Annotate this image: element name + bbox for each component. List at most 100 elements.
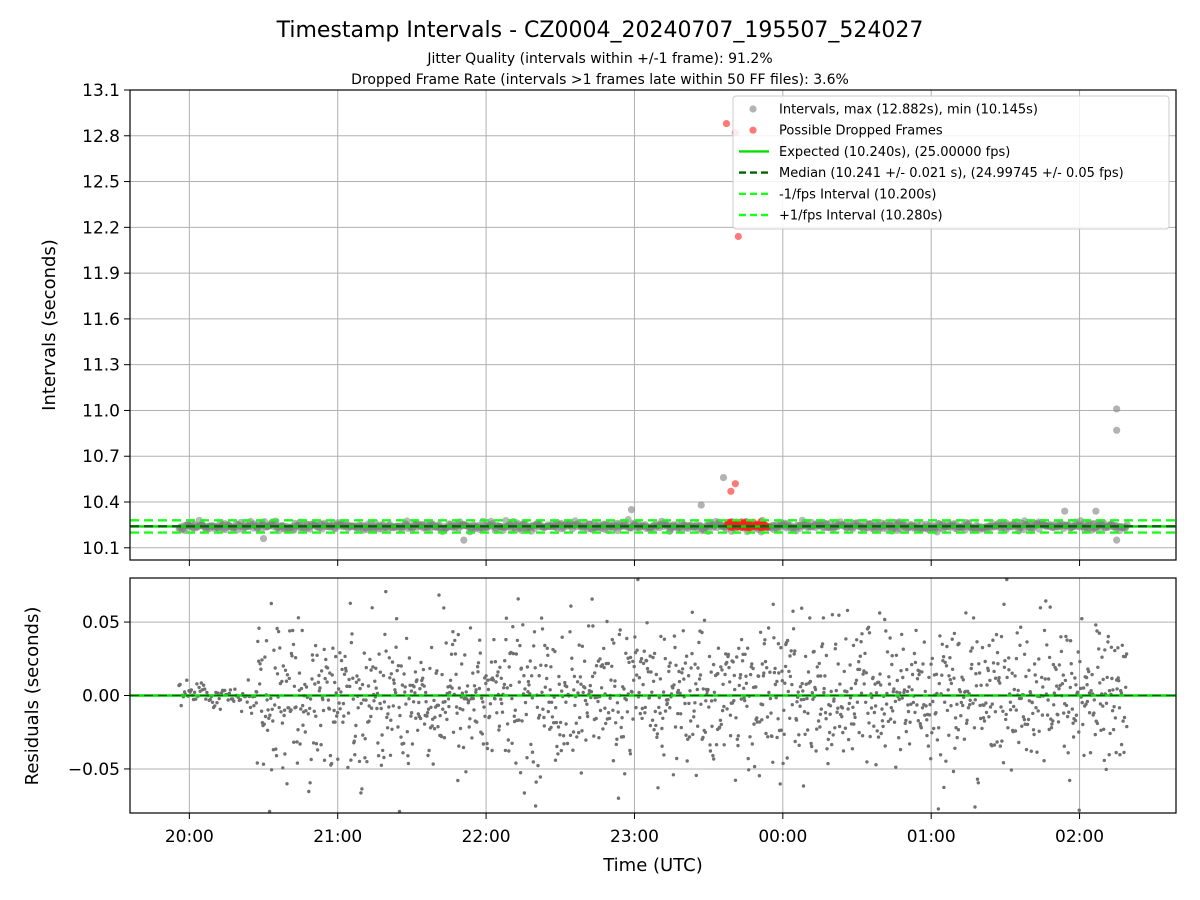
residual-point: [832, 697, 836, 701]
residual-point: [758, 630, 763, 634]
residual-point: [637, 676, 642, 680]
residual-point: [646, 670, 650, 674]
residual-point: [814, 749, 818, 753]
residual-point: [454, 672, 458, 676]
residual-point: [817, 661, 821, 666]
residual-point: [644, 659, 649, 663]
residual-point: [607, 716, 612, 721]
residual-point: [853, 715, 857, 720]
residual-point: [1092, 698, 1097, 702]
residual-point: [968, 698, 972, 702]
residual-point: [361, 733, 365, 737]
residual-point: [895, 678, 899, 683]
residual-point: [558, 720, 563, 725]
residual-point: [1120, 643, 1125, 647]
residual-point: [536, 716, 541, 720]
residual-point: [476, 670, 480, 674]
residual-point: [233, 687, 237, 691]
residual-point: [517, 718, 521, 722]
residual-point: [549, 725, 553, 730]
residual-point: [354, 723, 358, 728]
residual-point: [426, 707, 431, 711]
residual-point: [1035, 750, 1039, 754]
residual-point: [1073, 718, 1078, 723]
residual-point: [1087, 669, 1091, 674]
residual-point: [503, 659, 507, 663]
residual-point: [980, 726, 984, 731]
residual-point: [1059, 635, 1063, 639]
residual-point: [791, 609, 795, 613]
residual-point: [413, 670, 418, 674]
residual-point: [406, 754, 410, 758]
residual-point: [542, 715, 546, 720]
residual-point: [386, 712, 390, 716]
residual-point: [282, 708, 287, 712]
residual-point: [724, 652, 728, 656]
residual-point: [1096, 665, 1100, 669]
residual-point: [427, 748, 431, 753]
residual-point: [369, 668, 373, 672]
residual-point: [403, 685, 407, 689]
time-x-tick-label: 02:00: [1055, 827, 1104, 847]
residual-point: [1088, 751, 1093, 755]
residual-point: [982, 719, 987, 723]
residual-point: [1049, 726, 1054, 730]
residual-point: [527, 683, 531, 687]
residual-point: [848, 663, 852, 667]
residual-point: [768, 670, 772, 674]
residual-point: [970, 662, 974, 667]
residual-point: [1021, 715, 1026, 719]
residual-point: [973, 805, 977, 809]
residual-point: [457, 744, 461, 748]
residual-point: [354, 680, 359, 684]
residual-point: [606, 661, 610, 666]
residual-point: [779, 728, 783, 732]
legend-marker: [749, 126, 757, 134]
residual-point: [281, 766, 285, 770]
residual-point: [813, 687, 818, 692]
residual-point: [275, 626, 279, 631]
residual-point: [906, 709, 911, 714]
residual-point: [546, 653, 550, 657]
residual-point: [541, 707, 545, 711]
residual-point: [671, 686, 675, 690]
residual-point: [189, 688, 193, 692]
residual-point: [946, 688, 950, 692]
residual-point: [387, 656, 391, 660]
residual-point: [948, 678, 952, 682]
residual-point: [643, 711, 647, 715]
residual-point: [690, 651, 694, 656]
residual-point: [582, 659, 587, 663]
residual-point: [219, 691, 224, 695]
residual-point: [684, 654, 689, 658]
residual-point: [391, 704, 395, 708]
residual-point: [798, 685, 803, 689]
residual-point: [525, 756, 529, 760]
interval-outlier-point: [1113, 426, 1121, 434]
residual-point: [359, 701, 363, 706]
residual-point: [638, 711, 642, 716]
residual-point: [399, 735, 403, 739]
residual-point: [641, 682, 645, 687]
residual-point: [727, 665, 731, 670]
residual-point: [1108, 731, 1112, 736]
residual-point: [357, 759, 362, 764]
residual-point: [748, 672, 753, 677]
residual-point: [421, 676, 425, 680]
residual-point: [660, 744, 664, 748]
residual-point: [422, 722, 427, 726]
residual-point: [739, 637, 744, 642]
residuals-y-tick-label: −0.05: [68, 760, 120, 780]
residual-point: [808, 616, 812, 620]
time-x-ticks: 20:00 21:00 22:00 23:00 00:00 01:00 02:00: [165, 813, 1104, 847]
residual-point: [1055, 684, 1059, 688]
residual-point: [969, 649, 973, 653]
residual-point: [1081, 722, 1085, 727]
residual-point: [366, 684, 371, 688]
intervals-y-label: Intervals (seconds): [39, 239, 60, 411]
residual-point: [385, 715, 389, 720]
residual-point: [742, 686, 746, 690]
residual-point: [776, 642, 781, 646]
residual-point: [660, 726, 664, 731]
residual-point: [840, 706, 845, 710]
